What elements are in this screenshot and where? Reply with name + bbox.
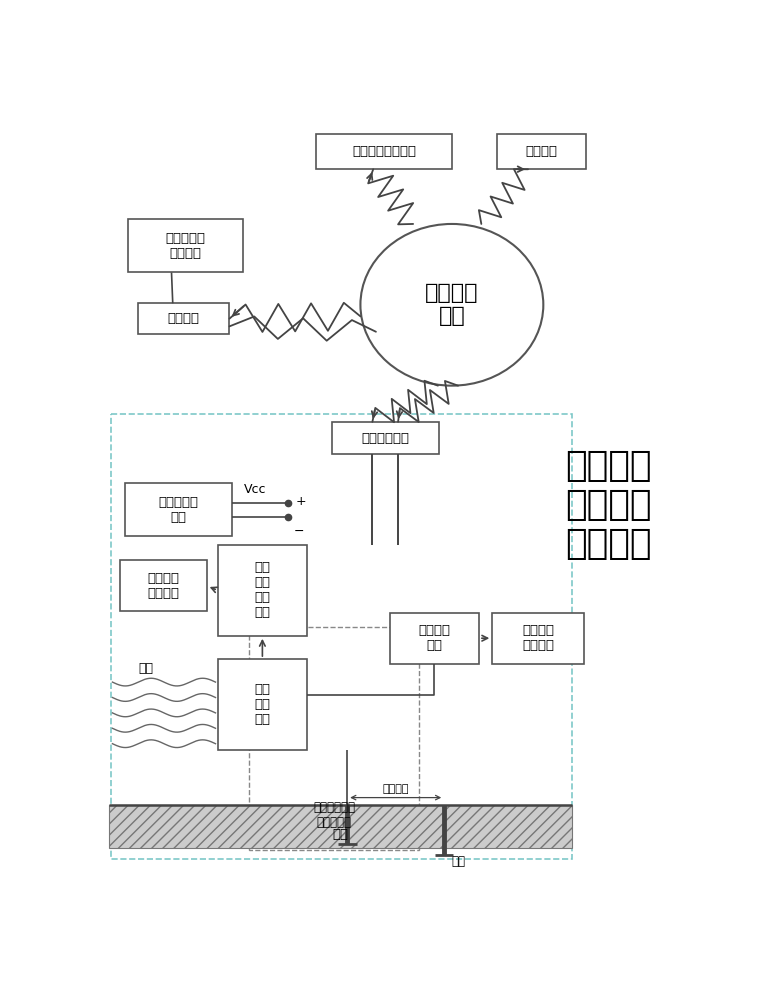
Text: 无线通信模块: 无线通信模块 [361, 432, 409, 445]
Text: Vcc: Vcc [243, 483, 266, 496]
Text: 太阳能供电
模块: 太阳能供电 模块 [158, 496, 198, 524]
Text: 水位: 水位 [138, 662, 153, 675]
Bar [332, 422, 439, 454]
Bar [109, 805, 572, 848]
Text: 移动通信
网络: 移动通信 网络 [425, 283, 478, 326]
Bar [111, 414, 572, 859]
Text: 通信模块: 通信模块 [168, 312, 200, 325]
Text: 现场水位
报警电路: 现场水位 报警电路 [147, 572, 179, 600]
Text: 跨步电压: 跨步电压 [382, 784, 409, 794]
Bar [217, 659, 307, 750]
Ellipse shape [360, 224, 543, 386]
Text: 漏电检测
模块: 漏电检测 模块 [418, 624, 450, 652]
Bar [497, 134, 586, 169]
Text: 水位
检测
模块: 水位 检测 模块 [254, 683, 270, 726]
Text: −: − [294, 525, 304, 538]
Text: 水位
检测
判断
模块: 水位 检测 判断 模块 [254, 561, 270, 619]
Bar [249, 627, 420, 850]
Text: 智能水位
监控定位
报警装置: 智能水位 监控定位 报警装置 [565, 449, 652, 561]
Bar [128, 219, 243, 272]
Text: 后台计算机
监控中心: 后台计算机 监控中心 [166, 232, 205, 260]
Bar [316, 134, 452, 169]
Text: 地极: 地极 [452, 855, 466, 868]
Bar [125, 483, 232, 536]
Text: +: + [295, 495, 306, 508]
Text: 配电网中使用
的专用装备: 配电网中使用 的专用装备 [313, 801, 355, 829]
Bar [121, 560, 207, 611]
Text: 供电检修人员手机: 供电检修人员手机 [352, 145, 416, 158]
Bar [492, 613, 584, 664]
Text: 地面: 地面 [333, 828, 349, 841]
Bar [217, 545, 307, 636]
Bar [390, 613, 479, 664]
Text: 现场漏电
报警电路: 现场漏电 报警电路 [522, 624, 554, 652]
Bar [138, 303, 230, 334]
Text: 値班手机: 値班手机 [526, 145, 558, 158]
